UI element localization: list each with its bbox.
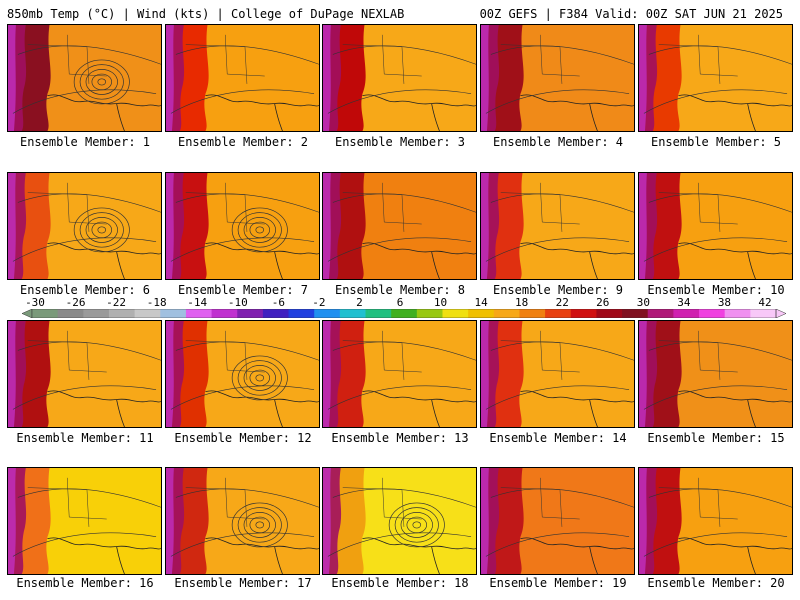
colorbar-tick-label: -10	[227, 296, 248, 309]
ensemble-panel	[7, 24, 162, 132]
colorbar-tick-label: 14	[474, 296, 488, 309]
colorbar-tick-label: 34	[677, 296, 691, 309]
ensemble-member-label: Ensemble Member: 20	[647, 576, 785, 590]
ensemble-member-label: Ensemble Member: 3	[334, 135, 466, 149]
ensemble-member-label: Ensemble Member: 13	[331, 431, 469, 445]
colorbar-tick-label: -6	[271, 296, 285, 309]
ensemble-panel	[322, 467, 477, 575]
ensemble-panel	[165, 467, 320, 575]
colorbar-tick-label: -14	[187, 296, 208, 309]
ensemble-panel	[7, 467, 162, 575]
colorbar-tick-label: -18	[146, 296, 167, 309]
ensemble-panel	[638, 172, 793, 280]
ensemble-panel	[480, 320, 635, 428]
ensemble-member-label: Ensemble Member: 1	[19, 135, 151, 149]
ensemble-member-label: Ensemble Member: 11	[16, 431, 154, 445]
colorbar-tick-label: -30	[25, 296, 45, 309]
ensemble-member-label: Ensemble Member: 2	[177, 135, 309, 149]
temperature-colorbar	[22, 309, 786, 318]
ensemble-member-label: Ensemble Member: 16	[16, 576, 154, 590]
ensemble-member-label: Ensemble Member: 6	[19, 283, 151, 297]
colorbar-tick-label: -22	[106, 296, 127, 309]
ensemble-panel	[165, 320, 320, 428]
ensemble-panel	[165, 172, 320, 280]
ensemble-member-label: Ensemble Member: 12	[174, 431, 312, 445]
model-run-info: 00Z GEFS | F384 Valid: 00Z SAT JUN 21 20…	[479, 7, 783, 21]
ensemble-panel	[322, 320, 477, 428]
ensemble-panel	[480, 172, 635, 280]
ensemble-member-label: Ensemble Member: 8	[334, 283, 466, 297]
colorbar-tick-label: 22	[555, 296, 569, 309]
ensemble-member-label: Ensemble Member: 5	[650, 135, 782, 149]
colorbar-tick-label: 6	[396, 296, 404, 309]
ensemble-member-label: Ensemble Member: 10	[647, 283, 785, 297]
colorbar-tick-label: 26	[596, 296, 610, 309]
ensemble-member-label: Ensemble Member: 19	[489, 576, 627, 590]
ensemble-panel	[322, 172, 477, 280]
ensemble-panel	[165, 24, 320, 132]
ensemble-panel	[7, 320, 162, 428]
ensemble-panel	[480, 24, 635, 132]
colorbar-tick-label: 2	[356, 296, 363, 309]
ensemble-member-label: Ensemble Member: 9	[492, 283, 624, 297]
colorbar-tick-label: 38	[717, 296, 732, 309]
ensemble-member-label: Ensemble Member: 15	[647, 431, 785, 445]
colorbar-tick-label: -26	[65, 296, 86, 309]
chart-title: 850mb Temp (°C) | Wind (kts) | College o…	[7, 7, 405, 21]
colorbar-tick-label: 18	[515, 296, 529, 309]
ensemble-panel	[638, 467, 793, 575]
colorbar-tick-label: 30	[636, 296, 650, 309]
colorbar-tick-label: -2	[312, 296, 326, 309]
colorbar-tick-label: 10	[433, 296, 448, 309]
ensemble-member-label: Ensemble Member: 7	[177, 283, 309, 297]
ensemble-member-label: Ensemble Member: 14	[489, 431, 627, 445]
ensemble-panel	[480, 467, 635, 575]
colorbar-tick-label: 42	[758, 296, 772, 309]
ensemble-panel	[322, 24, 477, 132]
ensemble-panel	[7, 172, 162, 280]
ensemble-member-label: Ensemble Member: 18	[331, 576, 469, 590]
ensemble-member-label: Ensemble Member: 4	[492, 135, 624, 149]
ensemble-panel	[638, 320, 793, 428]
ensemble-panel	[638, 24, 793, 132]
ensemble-member-label: Ensemble Member: 17	[174, 576, 312, 590]
